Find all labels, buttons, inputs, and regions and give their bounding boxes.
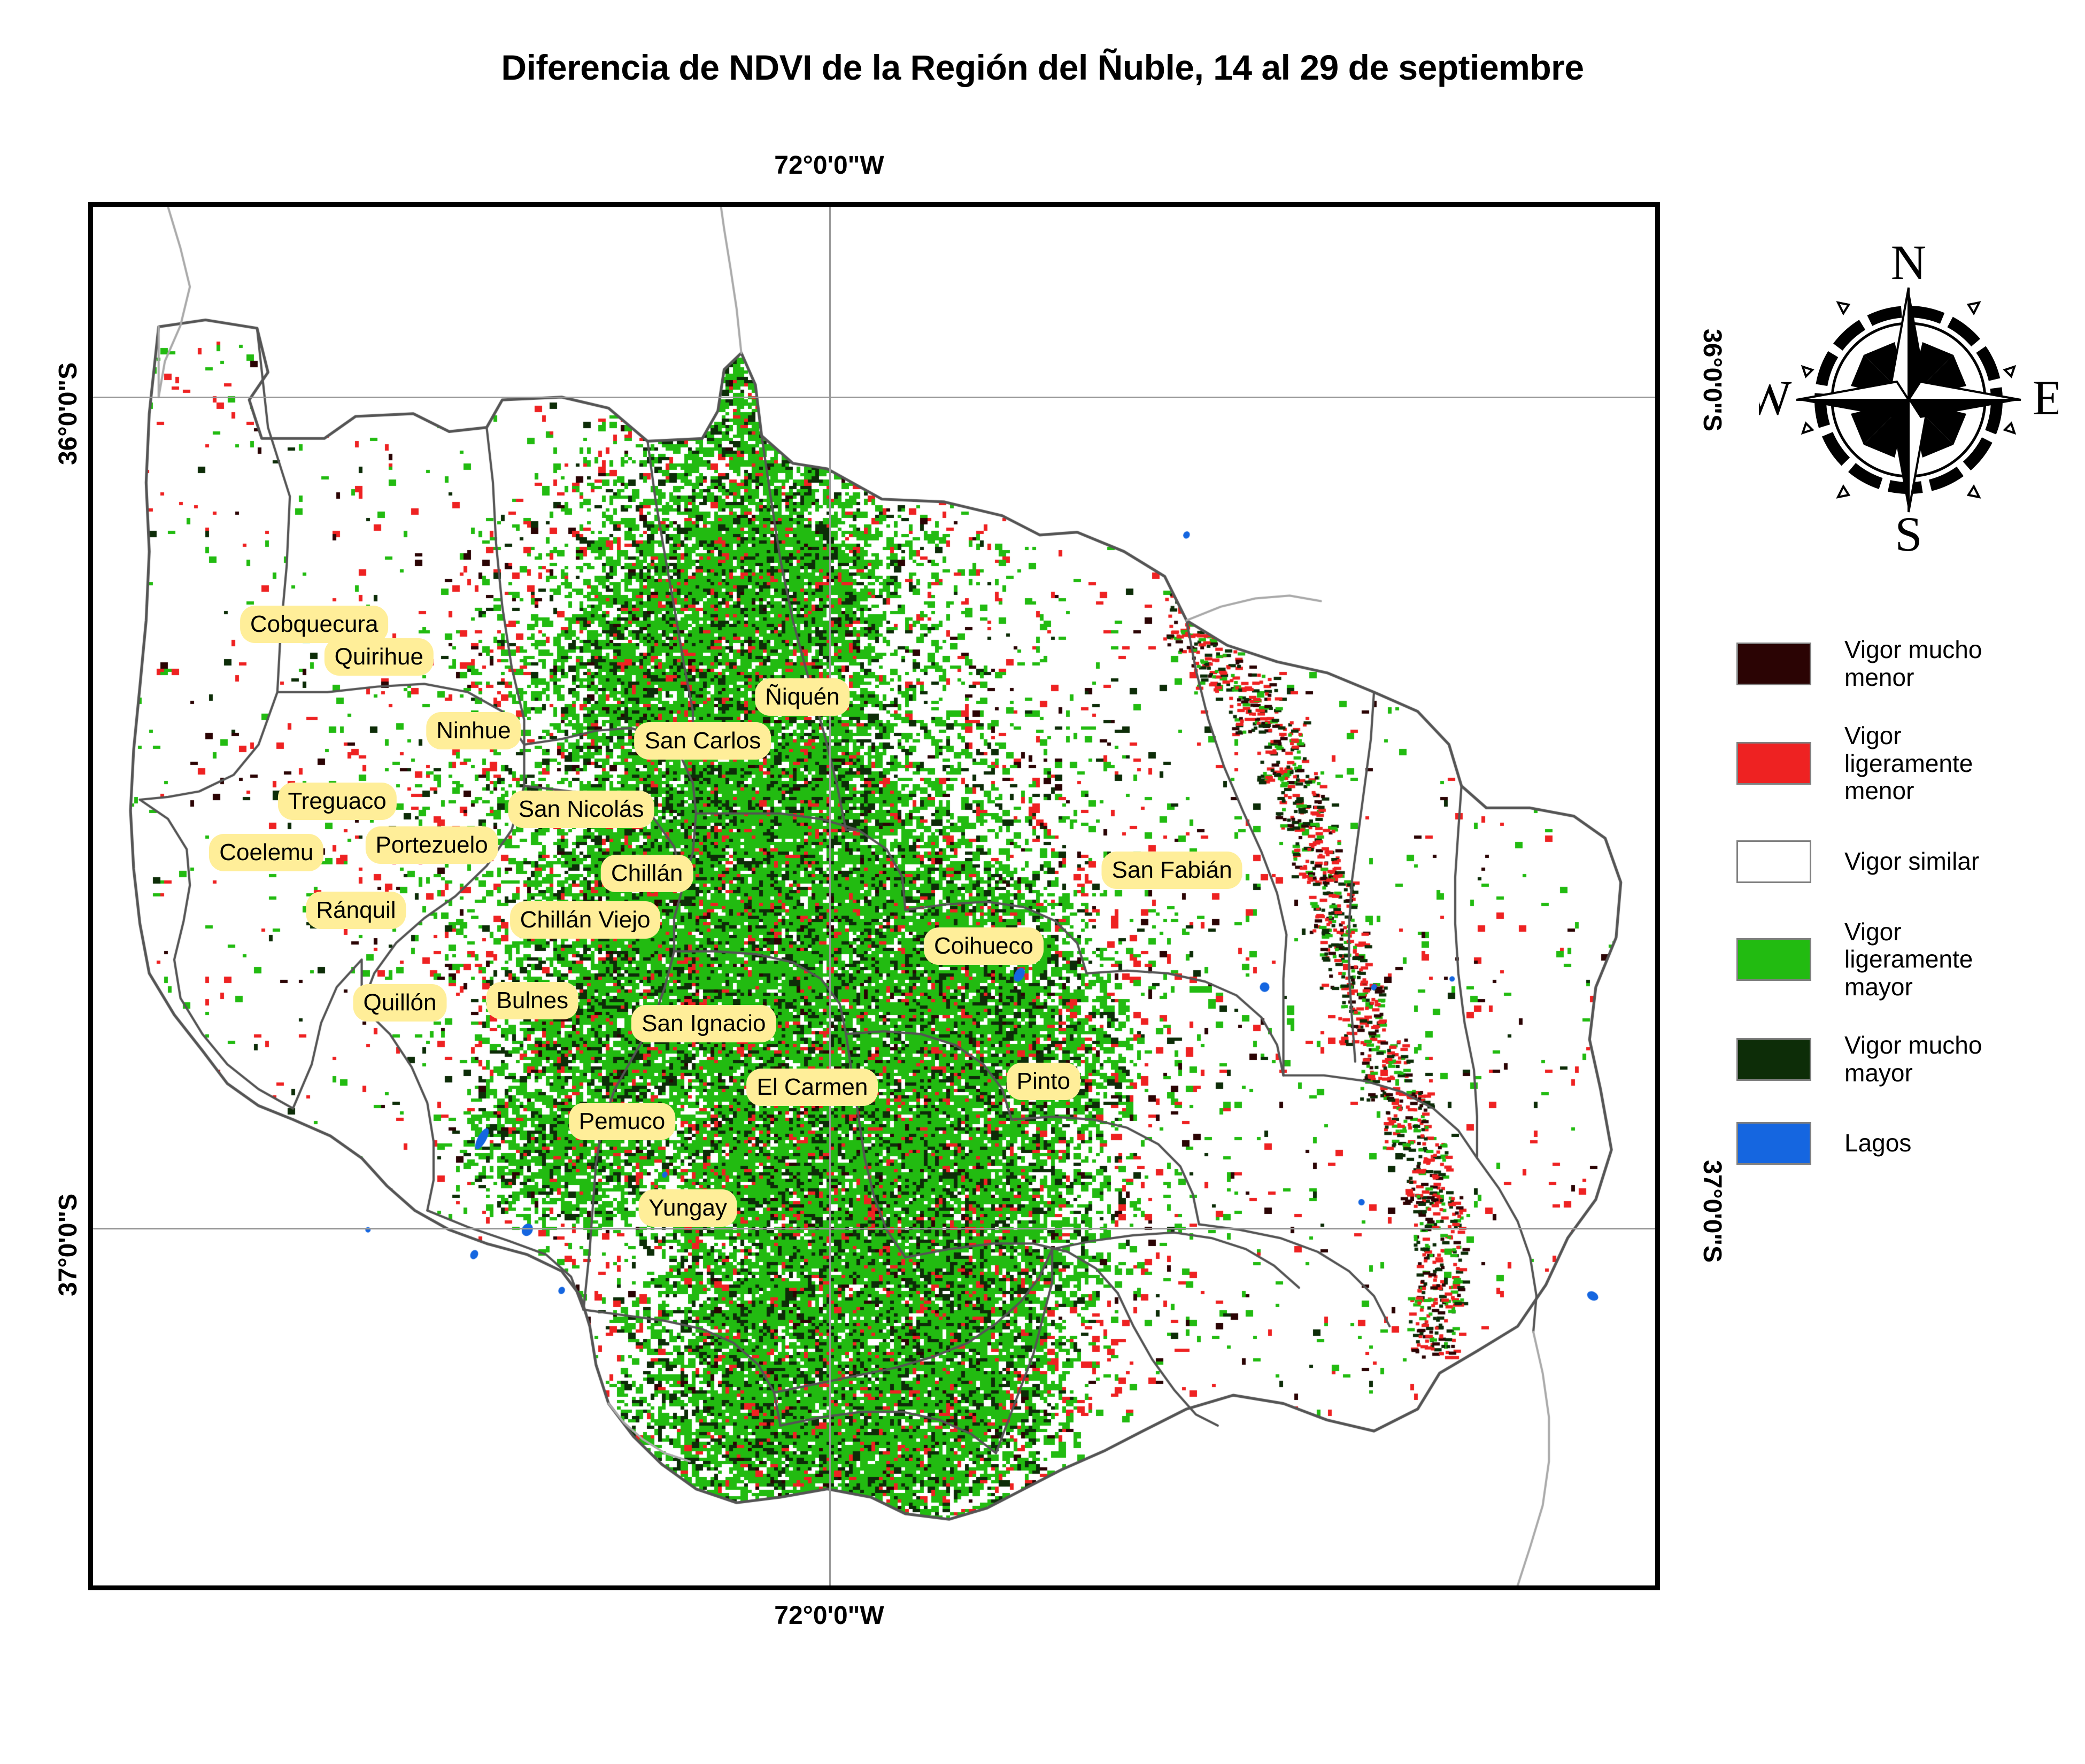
compass-cardinal-points <box>1796 287 2021 513</box>
coord-label-top: 72°0'0"W <box>774 151 884 180</box>
place-label[interactable]: Treguaco <box>281 786 393 817</box>
place-label[interactable]: El Carmen <box>750 1072 875 1103</box>
compass-rose-icon: N S W E <box>1746 235 2063 561</box>
compass-north-label: N <box>1891 235 1926 290</box>
legend-item[interactable]: Vigor ligeramente mayor <box>1736 918 2079 1001</box>
legend-label: Vigor similar <box>1844 847 1980 875</box>
coord-label-left-36s: 36°0'0"S <box>54 362 82 465</box>
compass-tick-marks <box>1801 301 2017 499</box>
place-label[interactable]: San Nicolás <box>511 794 651 825</box>
coord-label-bottom: 72°0'0"W <box>774 1601 884 1630</box>
place-label[interactable]: Portezuelo <box>368 830 495 861</box>
graticule-line-37s <box>93 1228 1655 1229</box>
place-label[interactable]: Chillán Viejo <box>513 904 658 936</box>
legend-item[interactable]: Vigor ligeramente menor <box>1736 722 2079 805</box>
legend-swatch <box>1736 742 1811 785</box>
place-label[interactable]: Pinto <box>1009 1066 1077 1097</box>
place-label[interactable]: Coelemu <box>212 837 321 868</box>
legend-label: Lagos <box>1844 1129 1912 1157</box>
compass-west-label: W <box>1759 370 1792 425</box>
legend-swatch <box>1736 1038 1811 1081</box>
place-label[interactable]: San Carlos <box>637 725 768 756</box>
place-label[interactable]: Pemuco <box>572 1105 673 1137</box>
coord-label-left-37s: 37°0'0"S <box>54 1193 82 1296</box>
legend-swatch <box>1736 1122 1811 1165</box>
legend-label: Vigor mucho mayor <box>1844 1031 1982 1087</box>
place-label[interactable]: San Fabián <box>1105 855 1239 886</box>
legend-label: Vigor ligeramente menor <box>1844 722 1973 805</box>
legend-swatch <box>1736 938 1811 981</box>
place-label[interactable]: Ninhue <box>429 715 518 747</box>
legend-item[interactable]: Vigor mucho mayor <box>1736 1031 2079 1087</box>
legend-swatch <box>1736 840 1811 883</box>
place-label[interactable]: Coihueco <box>927 930 1040 962</box>
legend-item[interactable]: Vigor mucho menor <box>1736 636 2079 691</box>
graticule-line-72w <box>829 207 831 1585</box>
legend-item[interactable]: Vigor similar <box>1736 836 2079 887</box>
map-frame: Cobquecura Quirihue Ninhue San Carlos Ñiquén… <box>88 202 1660 1590</box>
place-label[interactable]: Chillán <box>604 857 690 889</box>
place-label[interactable]: Quillón <box>356 987 444 1018</box>
place-label[interactable]: Quirihue <box>327 641 430 673</box>
legend-label: Vigor mucho menor <box>1844 636 1982 691</box>
place-label[interactable]: Bulnes <box>489 985 576 1017</box>
compass-rose: N S W E <box>1746 230 2063 561</box>
place-label[interactable]: San Ignacio <box>635 1008 773 1040</box>
compass-south-label: S <box>1895 507 1922 561</box>
page-title: Diferencia de NDVI de la Región del Ñubl… <box>501 48 1584 87</box>
coord-label-right-37s: 37°0'0"S <box>1698 1160 1726 1263</box>
compass-east-label: E <box>2033 370 2058 425</box>
place-label[interactable]: Cobquecura <box>243 608 385 640</box>
place-label[interactable]: Ñiquén <box>758 681 847 713</box>
place-label[interactable]: Yungay <box>642 1192 734 1224</box>
legend-label: Vigor ligeramente mayor <box>1844 917 1973 1001</box>
legend-item[interactable]: Lagos <box>1736 1118 2079 1169</box>
graticule-line-36s <box>93 397 1655 398</box>
coord-label-right-36s: 36°0'0"S <box>1698 329 1726 432</box>
legend: Vigor mucho menor Vigor ligeramente menor… <box>1736 636 2079 1200</box>
legend-swatch <box>1736 642 1811 685</box>
place-label[interactable]: Ránquil <box>309 894 403 926</box>
